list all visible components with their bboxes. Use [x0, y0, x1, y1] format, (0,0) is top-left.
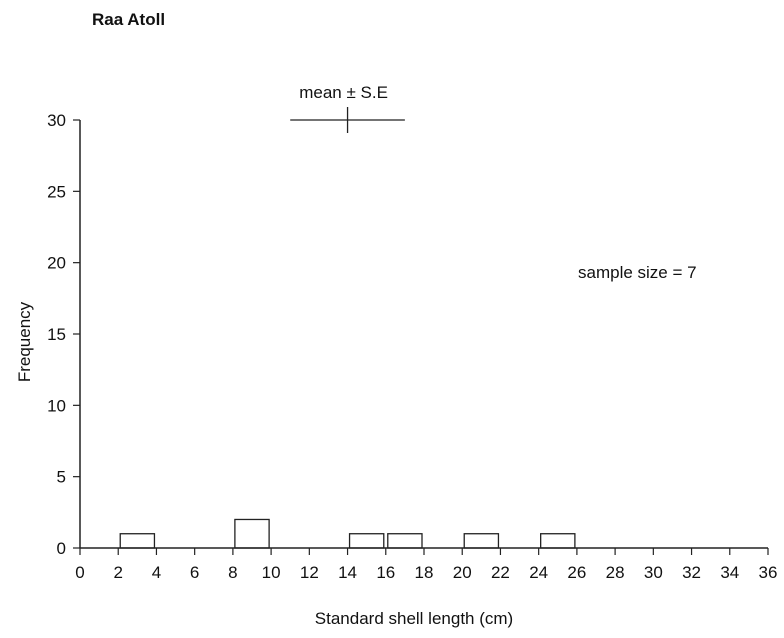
- y-tick-label: 20: [47, 254, 66, 273]
- x-tick-label: 0: [75, 563, 84, 582]
- x-tick-label: 10: [262, 563, 281, 582]
- y-axis-label: Frequency: [15, 301, 34, 382]
- x-tick-label: 14: [338, 563, 357, 582]
- x-tick-label: 16: [376, 563, 395, 582]
- histogram-bar: [540, 533, 576, 549]
- x-tick-label: 20: [453, 563, 472, 582]
- x-tick-label: 12: [300, 563, 319, 582]
- chart-title: Raa Atoll: [92, 10, 166, 29]
- mean-se-indicator: [290, 107, 405, 133]
- histogram-bar: [119, 533, 156, 549]
- y-tick-label: 10: [47, 396, 66, 415]
- x-tick-label: 8: [228, 563, 237, 582]
- histogram-bar: [387, 533, 423, 549]
- y-tick-label: 25: [47, 182, 66, 201]
- x-axis-label: Standard shell length (cm): [315, 609, 513, 628]
- histogram-bar: [463, 533, 500, 549]
- histogram-bar: [348, 533, 385, 549]
- axes: [79, 120, 768, 549]
- ticks-group: 0 2 4 6 8 10 12 14 16 18 20 22 24 26 28 30 32 34 360510152…: [47, 111, 777, 582]
- y-tick-label: 5: [57, 468, 66, 487]
- x-tick-label: 2: [113, 563, 122, 582]
- x-tick-label: 4: [152, 563, 161, 582]
- y-tick-label: 30: [47, 111, 66, 130]
- x-tick-label: 32: [682, 563, 701, 582]
- x-tick-label: 6: [190, 563, 199, 582]
- mean-se-label: mean ± S.E: [299, 83, 388, 102]
- x-tick-label: 30: [644, 563, 663, 582]
- x-tick-label: 24: [529, 563, 548, 582]
- sample-size-annotation: sample size = 7: [578, 263, 697, 282]
- y-tick-label: 0: [57, 539, 66, 558]
- x-tick-label: 28: [606, 563, 625, 582]
- x-tick-label: 18: [415, 563, 434, 582]
- x-tick-label: 36: [759, 563, 778, 582]
- x-tick-label: 34: [720, 563, 739, 582]
- y-tick-label: 15: [47, 325, 66, 344]
- x-tick-label: 22: [491, 563, 510, 582]
- histogram-bar: [234, 518, 270, 549]
- x-tick-label: 26: [567, 563, 586, 582]
- bars-group: [119, 518, 576, 549]
